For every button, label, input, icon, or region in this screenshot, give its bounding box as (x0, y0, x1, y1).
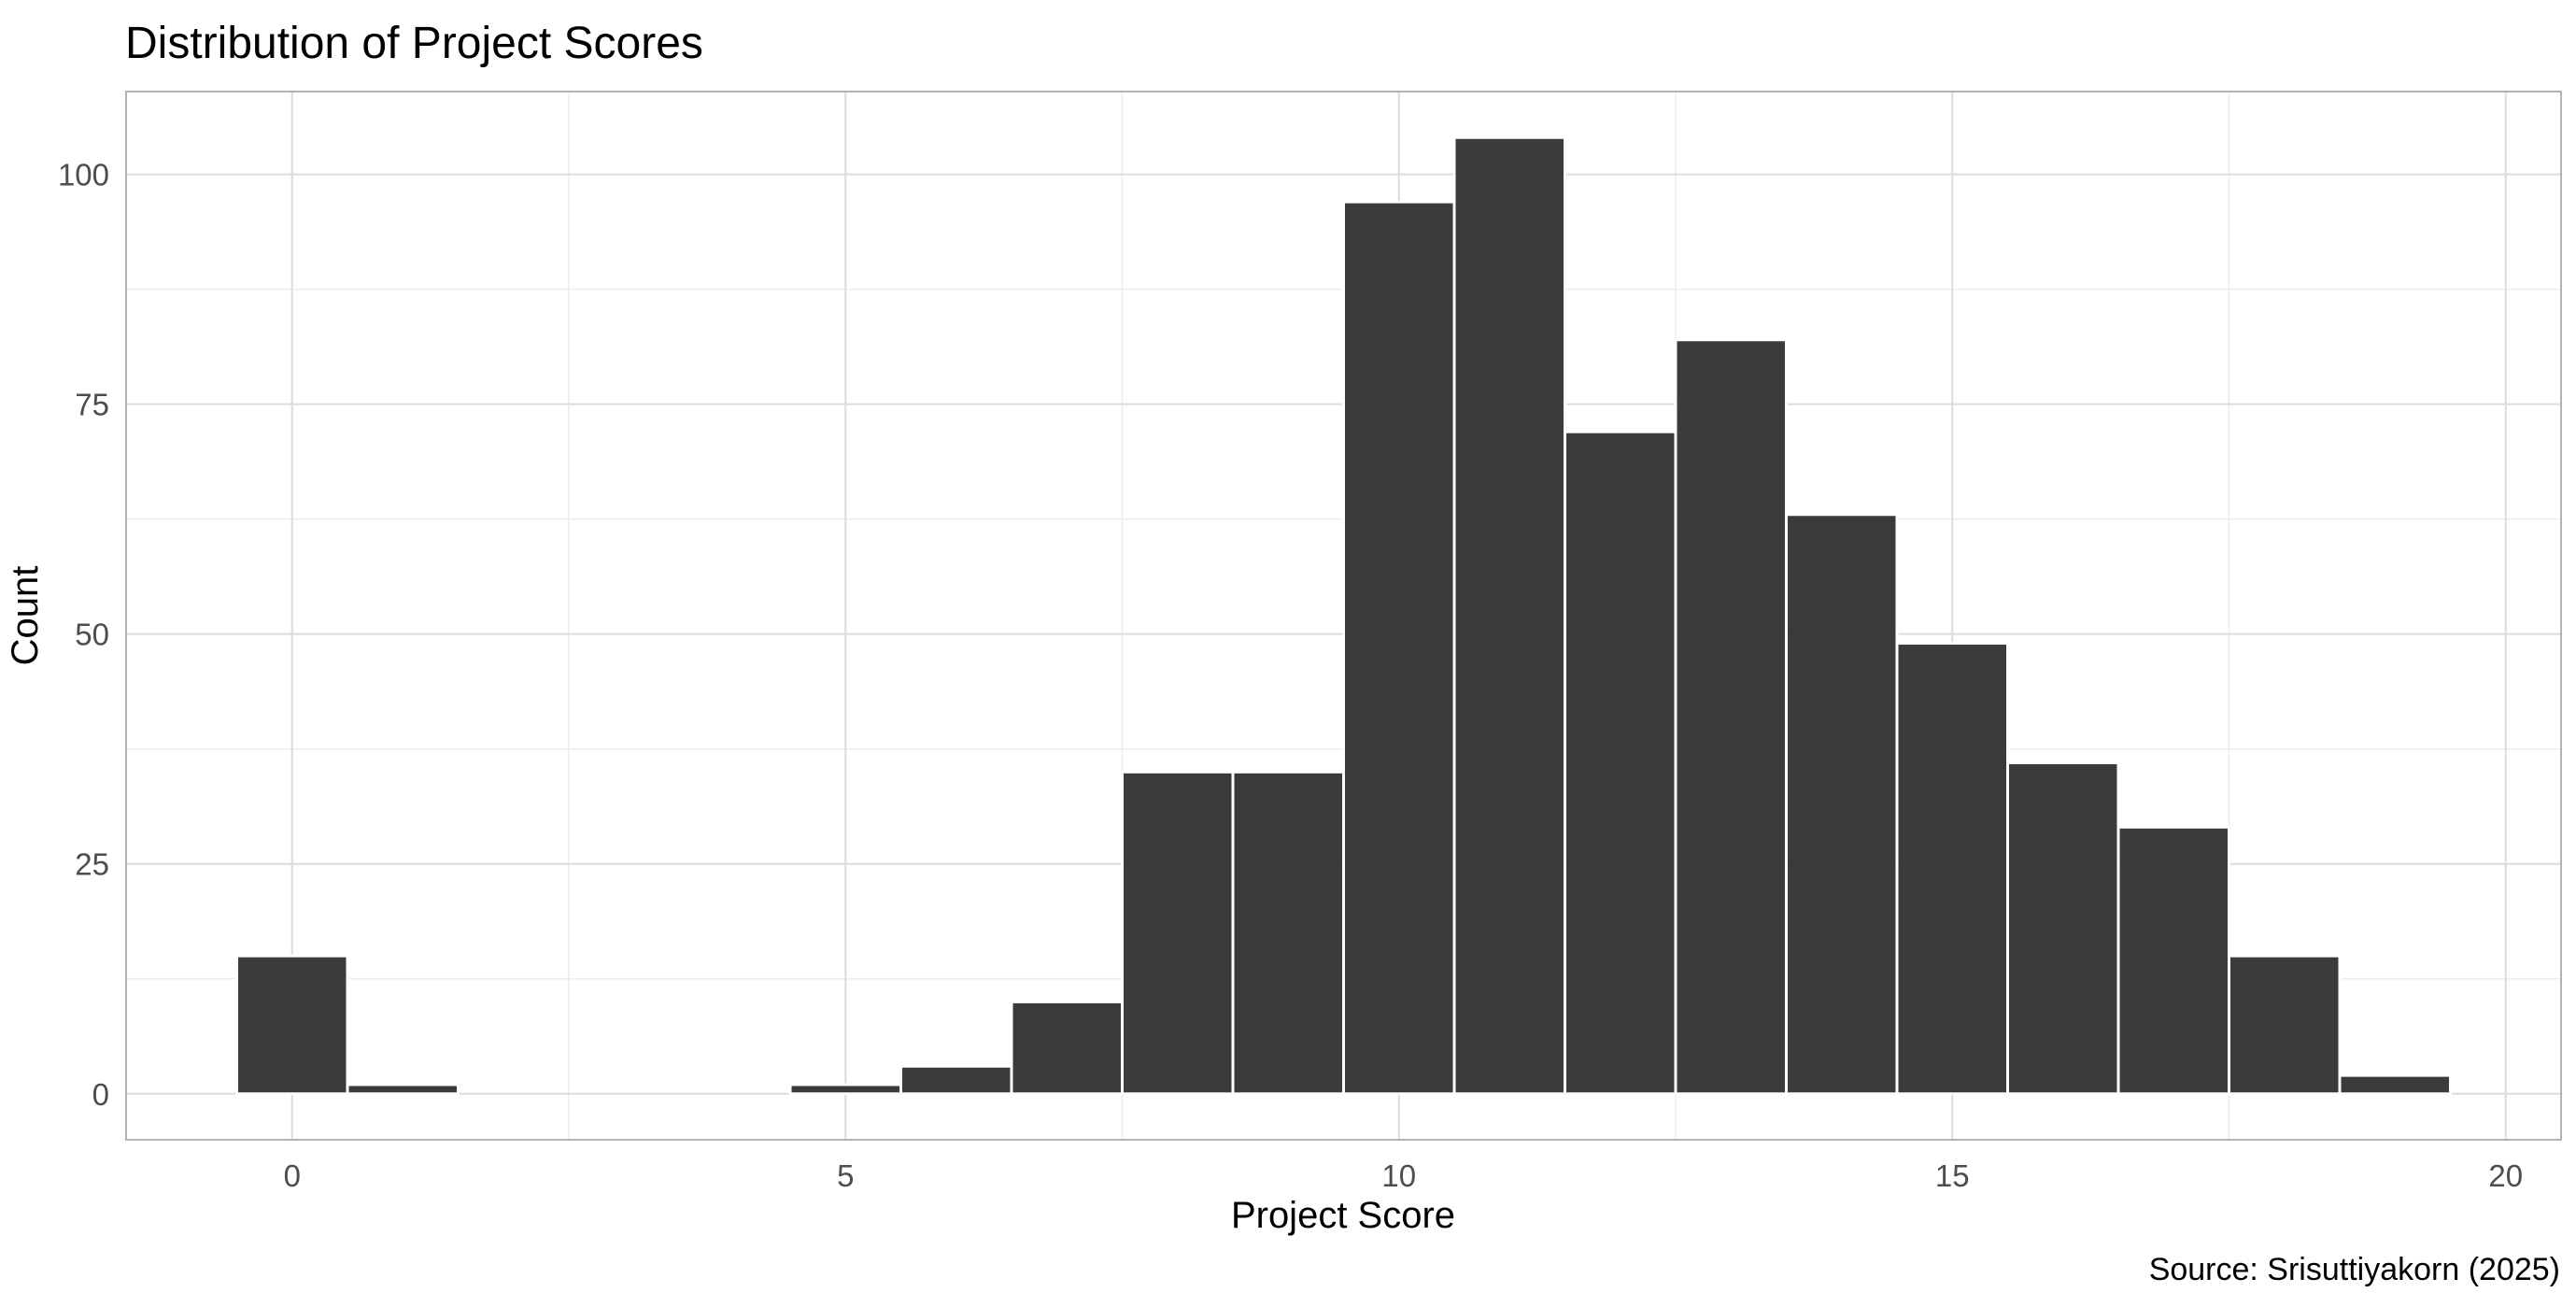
histogram-bar (2338, 1073, 2452, 1096)
chart-title: Distribution of Project Scores (125, 19, 703, 68)
histogram-bar (1342, 200, 1456, 1096)
histogram-bar (1674, 338, 1788, 1096)
histogram-bar (1452, 135, 1566, 1096)
y-tick-label: 100 (58, 158, 109, 192)
x-tick-label: 15 (1935, 1158, 1970, 1193)
histogram-bar (1231, 770, 1345, 1096)
histogram-bar (346, 1083, 460, 1096)
histogram-bar (2116, 825, 2230, 1096)
y-tick-label: 25 (75, 847, 109, 882)
panel-border (125, 91, 2562, 1141)
histogram-bar (1121, 770, 1235, 1096)
x-tick-label: 20 (2488, 1158, 2523, 1193)
y-tick-label: 75 (75, 388, 109, 422)
y-tick-label: 50 (75, 618, 109, 652)
histogram-bar (788, 1083, 902, 1096)
y-axis-title: Count (5, 566, 46, 666)
histogram-bar (235, 954, 349, 1096)
histogram-bar (1010, 1000, 1124, 1096)
histogram-bar (1785, 513, 1899, 1096)
x-tick-label: 5 (837, 1158, 854, 1193)
x-tick-label: 0 (284, 1158, 301, 1193)
histogram-bar (2006, 760, 2120, 1096)
histogram-bar (2228, 954, 2342, 1096)
x-axis-title: Project Score (1231, 1195, 1455, 1236)
chart-caption: Source: Srisuttiyakorn (2025) (2149, 1252, 2560, 1287)
bars-layer (235, 135, 2452, 1096)
x-axis-ticks: 0 5 10 15 20 (284, 1158, 2524, 1193)
histogram-bar (1564, 430, 1677, 1096)
x-tick-label: 10 (1381, 1158, 1416, 1193)
histogram-bar (1895, 642, 2009, 1096)
y-tick-label: 0 (92, 1077, 109, 1112)
histogram-bar (899, 1064, 1013, 1096)
y-axis-ticks: 0 25 50 75 100 (58, 158, 109, 1112)
